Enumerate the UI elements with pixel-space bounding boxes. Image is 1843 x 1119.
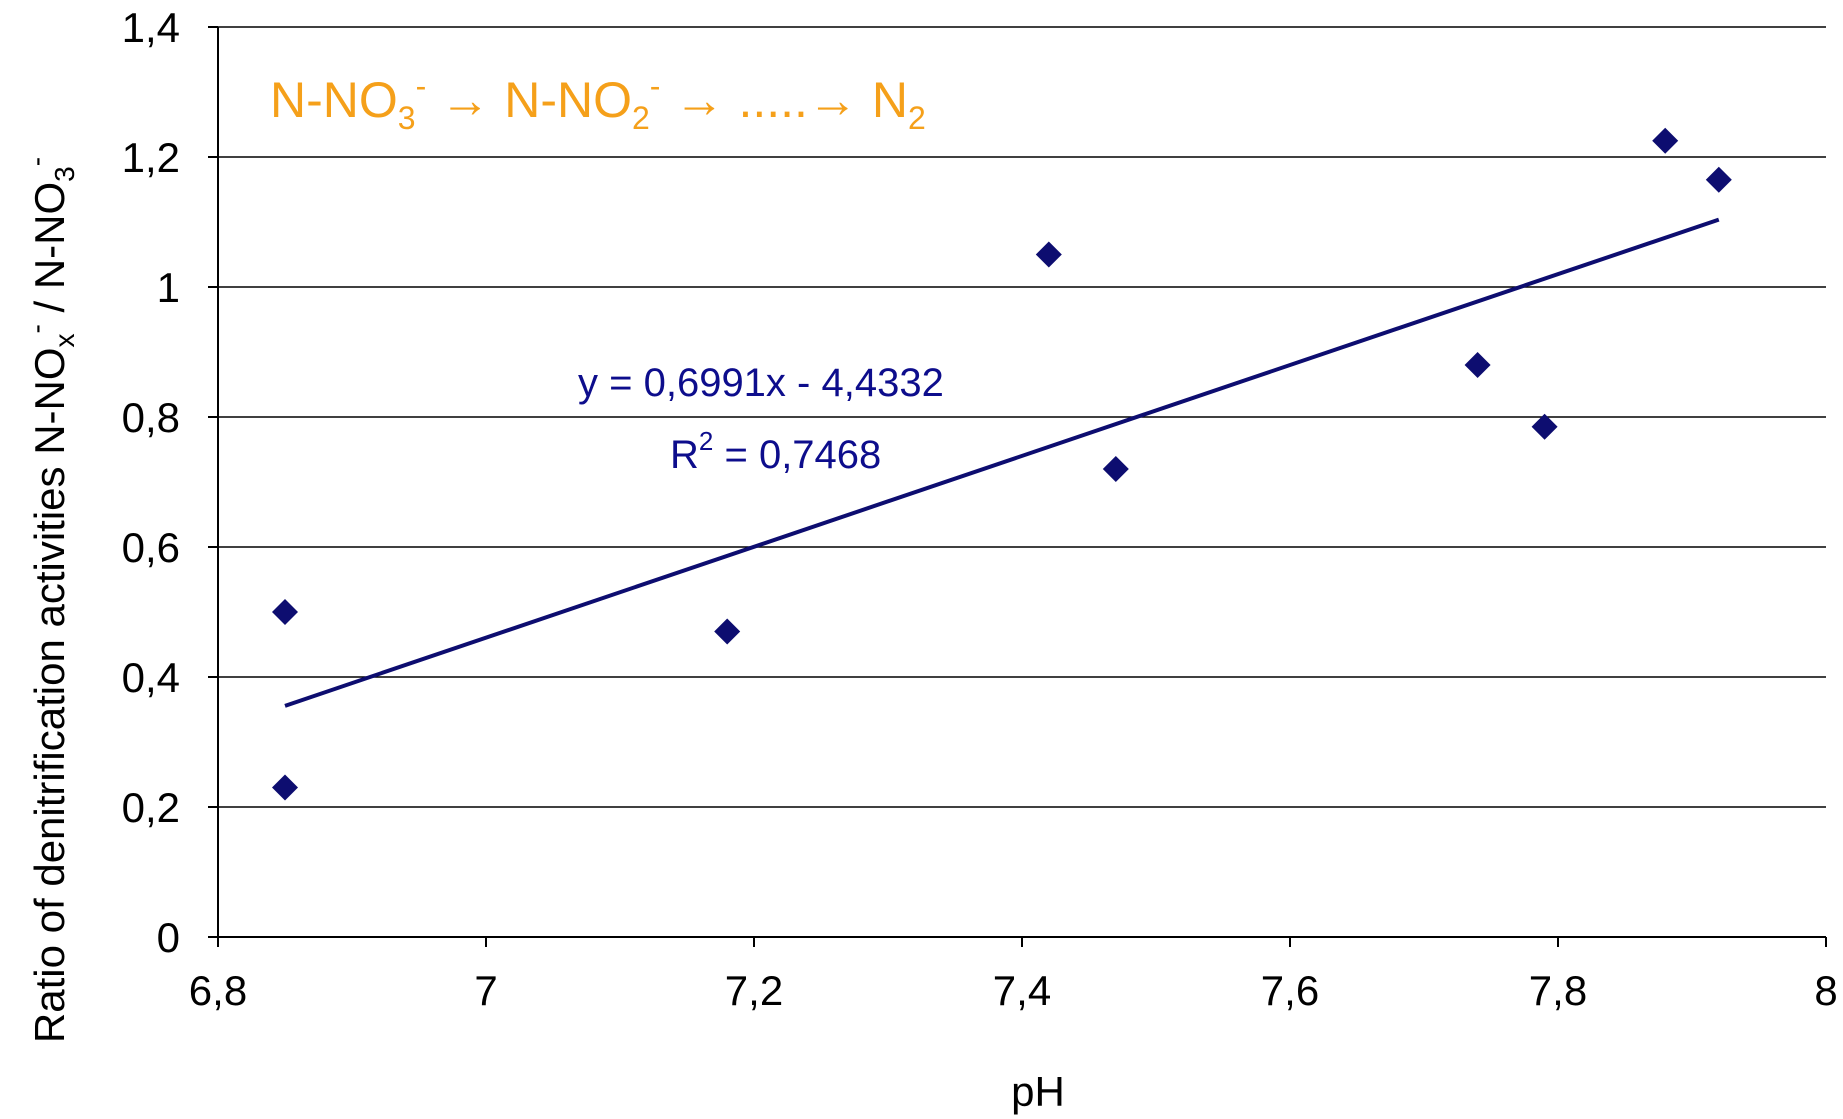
nno2-superscript: - bbox=[650, 68, 661, 104]
r-squared: R2 = 0,7468 bbox=[670, 426, 881, 477]
x-tick-label-1: 7 bbox=[474, 967, 497, 1014]
data-point-8 bbox=[1705, 166, 1732, 193]
y-tick-label-6: 1,2 bbox=[122, 134, 180, 181]
data-point-2 bbox=[714, 618, 741, 645]
y-tick-label-1: 0,2 bbox=[122, 784, 180, 831]
y-tick-label-5: 1 bbox=[157, 264, 180, 311]
data-point-0 bbox=[272, 599, 298, 625]
y-axis-ticks: 0 0,2 0,4 0,6 0,8 1 1,2 1,4 bbox=[122, 4, 218, 961]
y-tick-label-3: 0,6 bbox=[122, 524, 180, 571]
trend-equation: y = 0,6991x - 4,4332 bbox=[578, 361, 944, 405]
nno3-label: N-NO bbox=[270, 72, 398, 128]
data-points bbox=[272, 127, 1732, 801]
n2-label: N bbox=[872, 72, 908, 128]
y-axis-title-part2-sup: - bbox=[21, 157, 52, 166]
arrow-1: → bbox=[440, 72, 490, 128]
data-point-4 bbox=[1102, 456, 1129, 482]
nno2-label: N-NO bbox=[504, 72, 632, 128]
n2-subscript: 2 bbox=[908, 100, 926, 136]
y-axis-title-part1-sub: x bbox=[49, 333, 80, 347]
y-axis-title-part2: / N-NO bbox=[26, 182, 73, 324]
x-tick-label-6: 8 bbox=[1814, 967, 1837, 1014]
reaction-annotation: N-NO3- → N-NO2- → .....→ N2 bbox=[270, 68, 926, 136]
y-tick-label-4: 0,8 bbox=[122, 394, 180, 441]
data-point-3 bbox=[1035, 241, 1062, 268]
data-point-5 bbox=[1464, 352, 1491, 378]
arrow-3: → bbox=[808, 72, 858, 128]
gridlines bbox=[218, 26, 1826, 808]
trendline bbox=[284, 217, 1720, 708]
y-tick-label-0: 0 bbox=[157, 914, 180, 961]
x-tick-label-3: 7,4 bbox=[993, 967, 1051, 1014]
trendline-group bbox=[284, 217, 1720, 708]
y-axis-title-part1-sup: - bbox=[21, 324, 52, 333]
y-axis-title: Ratio of denitrification activities N-NO… bbox=[21, 157, 80, 1043]
axes bbox=[217, 27, 1826, 938]
r-squared-superscript: 2 bbox=[699, 426, 713, 456]
y-axis-title-part2-sub: 3 bbox=[49, 166, 80, 182]
r-squared-label: R bbox=[670, 433, 699, 477]
nno3-subscript: 3 bbox=[398, 100, 416, 136]
ellipsis-dots: ..... bbox=[738, 72, 807, 128]
x-tick-label-2: 7,2 bbox=[725, 967, 783, 1014]
arrow-2: → bbox=[674, 72, 724, 128]
x-tick-label-5: 7,8 bbox=[1529, 967, 1587, 1014]
r-squared-value: = 0,7468 bbox=[713, 433, 881, 477]
x-tick-label-0: 6,8 bbox=[189, 967, 247, 1014]
nno3-superscript: - bbox=[416, 68, 427, 104]
y-axis-title-part1: Ratio of denitrification activities N-NO bbox=[26, 347, 73, 1043]
data-point-6 bbox=[1531, 413, 1558, 440]
y-tick-label-7: 1,4 bbox=[122, 4, 180, 51]
nno2-subscript: 2 bbox=[632, 100, 650, 136]
x-axis-ticks: 6,8 7 7,2 7,4 7,6 7,8 8 bbox=[189, 937, 1838, 1014]
x-tick-label-4: 7,6 bbox=[1261, 967, 1319, 1014]
data-point-1 bbox=[272, 774, 298, 801]
data-point-7 bbox=[1652, 127, 1679, 154]
x-axis-title: pH bbox=[1011, 1068, 1065, 1115]
y-tick-label-2: 0,4 bbox=[122, 654, 180, 701]
